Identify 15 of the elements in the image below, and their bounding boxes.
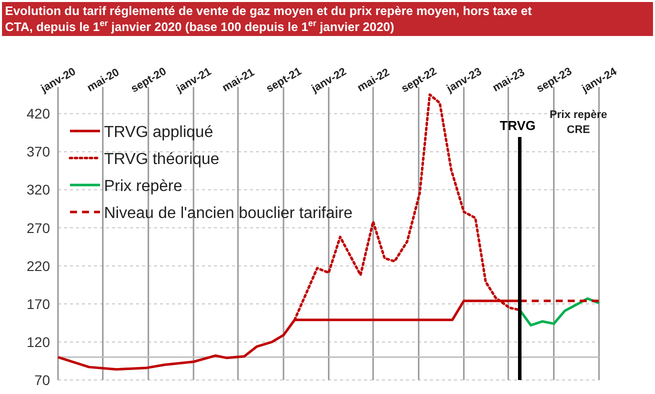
y-tick-label: 70: [34, 372, 50, 388]
y-tick-label: 320: [26, 182, 50, 198]
legend-label: Niveau de l'ancien bouclier tarifaire: [104, 205, 353, 222]
legend-label: Prix repère: [104, 178, 182, 195]
y-tick-label: 270: [26, 220, 50, 236]
y-tick-label: 220: [26, 258, 50, 274]
ref-line-label: TRVG: [500, 118, 536, 133]
y-tick-label: 370: [26, 144, 50, 160]
annotation: Prix repère CRE: [550, 109, 608, 136]
chart-title: Evolution du tarif réglementé de vente de gaz moyen et du prix repère moyen, hors taxe et CTA, depuis le 1$^{er}$ janvier 2020 (base 100 depuis le 1$^{er}$ janvier 2020): [5, 4, 532, 34]
y-tick-label: 420: [26, 106, 50, 122]
y-tick-label: 170: [26, 296, 50, 312]
legend-label: TRVG théorique: [104, 151, 220, 168]
y-tick-label: 120: [26, 334, 50, 350]
legend-label: TRVG appliqué: [104, 124, 214, 141]
